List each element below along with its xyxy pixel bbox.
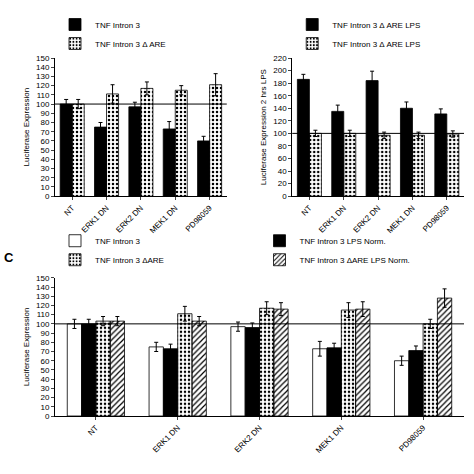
svg-text:20: 20 — [40, 393, 49, 402]
svg-text:TNF Intron 3: TNF Intron 3 — [95, 21, 140, 30]
svg-text:90: 90 — [40, 109, 49, 118]
svg-text:ERK1 DN: ERK1 DN — [151, 423, 182, 454]
svg-text:50: 50 — [40, 366, 49, 375]
svg-text:60: 60 — [40, 357, 49, 366]
svg-text:140: 140 — [36, 283, 50, 292]
svg-text:20: 20 — [40, 174, 49, 183]
svg-text:60: 60 — [40, 137, 49, 146]
svg-text:Luciferase Expression: Luciferase Expression — [22, 88, 31, 167]
svg-text:TNF Intron 3 ΔARE: TNF Intron 3 ΔARE — [95, 256, 164, 265]
svg-text:TNF Intron 3 Δ ARE LPS: TNF Intron 3 Δ ARE LPS — [332, 40, 420, 49]
svg-text:Luciferase Expression 2 hrs LP: Luciferase Expression 2 hrs LPS — [259, 69, 268, 185]
svg-text:ERK1 DN: ERK1 DN — [317, 204, 348, 235]
svg-text:MEK1 DN: MEK1 DN — [385, 204, 417, 236]
svg-text:10: 10 — [40, 403, 49, 412]
svg-text:TNF Intron 3 Δ ARE: TNF Intron 3 Δ ARE — [95, 40, 166, 49]
svg-text:50: 50 — [40, 146, 49, 155]
svg-text:110: 110 — [37, 310, 50, 319]
svg-text:TNF Intron 3 LPS Norm.: TNF Intron 3 LPS Norm. — [300, 237, 386, 246]
svg-text:80: 80 — [40, 118, 49, 127]
svg-text:70: 70 — [40, 128, 49, 137]
svg-text:100: 100 — [36, 320, 50, 329]
svg-text:90: 90 — [40, 329, 49, 338]
svg-text:MEK1 DN: MEK1 DN — [148, 204, 180, 236]
svg-text:160: 160 — [273, 91, 287, 100]
svg-text:0: 0 — [45, 412, 50, 421]
svg-text:PD98059: PD98059 — [184, 203, 214, 233]
svg-text:NT: NT — [86, 423, 100, 437]
svg-text:TNF Intron 3: TNF Intron 3 — [95, 237, 140, 246]
svg-text:NT: NT — [300, 204, 314, 218]
svg-text:100: 100 — [273, 129, 287, 138]
svg-text:120: 120 — [36, 81, 50, 90]
svg-text:130: 130 — [36, 72, 50, 81]
svg-text:150: 150 — [36, 274, 50, 283]
svg-text:200: 200 — [273, 66, 287, 75]
svg-text:60: 60 — [278, 154, 287, 163]
svg-text:ERK2 DN: ERK2 DN — [114, 204, 145, 235]
svg-text:TNF Intron 3 ΔARE LPS Norm.: TNF Intron 3 ΔARE LPS Norm. — [300, 256, 410, 265]
svg-text:100: 100 — [36, 100, 50, 109]
svg-text:40: 40 — [278, 167, 287, 176]
svg-text:PD98059: PD98059 — [397, 423, 427, 453]
svg-text:140: 140 — [36, 63, 50, 72]
svg-text:180: 180 — [273, 79, 287, 88]
svg-text:NT: NT — [63, 204, 77, 218]
svg-text:220: 220 — [273, 54, 287, 63]
svg-text:ERK2 DN: ERK2 DN — [233, 423, 264, 454]
svg-text:MEK1 DN: MEK1 DN — [314, 423, 346, 455]
svg-text:ERK1 DN: ERK1 DN — [80, 204, 111, 235]
svg-text:150: 150 — [36, 54, 50, 63]
svg-text:20: 20 — [278, 179, 287, 188]
svg-text:80: 80 — [40, 338, 49, 347]
svg-text:ERK2 DN: ERK2 DN — [351, 204, 382, 235]
svg-text:120: 120 — [36, 301, 50, 310]
svg-text:40: 40 — [40, 375, 49, 384]
svg-text:Luciferase Expression: Luciferase Expression — [22, 308, 31, 387]
svg-text:110: 110 — [37, 91, 50, 100]
svg-text:70: 70 — [40, 347, 49, 356]
svg-text:120: 120 — [273, 117, 287, 126]
svg-text:140: 140 — [273, 104, 287, 113]
svg-text:TNF Intron 3 Δ ARE LPS: TNF Intron 3 Δ ARE LPS — [332, 21, 420, 30]
svg-text:30: 30 — [40, 384, 49, 393]
svg-text:40: 40 — [40, 155, 49, 164]
svg-text:30: 30 — [40, 164, 49, 173]
svg-text:0: 0 — [282, 192, 287, 201]
svg-text:10: 10 — [40, 183, 49, 192]
svg-text:130: 130 — [36, 292, 50, 301]
svg-text:0: 0 — [45, 192, 50, 201]
svg-text:PD98059: PD98059 — [421, 203, 451, 233]
svg-text:80: 80 — [278, 142, 287, 151]
svg-text:C: C — [4, 250, 14, 265]
